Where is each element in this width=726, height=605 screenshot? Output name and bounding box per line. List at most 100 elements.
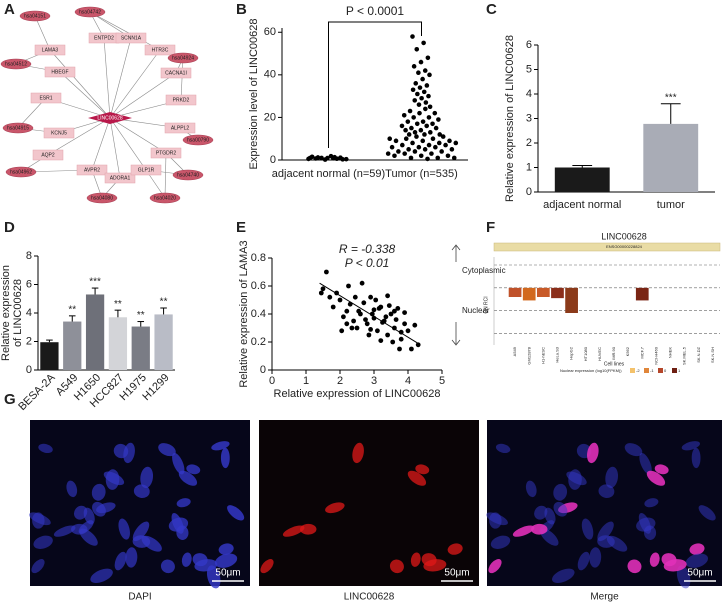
bar: [554, 167, 610, 192]
pathway-node: [167, 52, 199, 64]
arrow-down: [451, 322, 461, 346]
node-label: hsa00790: [187, 137, 209, 143]
gene-node: [34, 44, 66, 56]
nucleus: [31, 559, 45, 574]
nucleus: [689, 543, 705, 555]
gene-node: [32, 149, 64, 161]
data-point: [341, 314, 346, 320]
data-point: [371, 307, 377, 313]
scale-label: 50μm: [687, 568, 712, 579]
f-title: LINC00628: [601, 231, 647, 241]
nucleus: [66, 480, 78, 498]
nucleus: [691, 447, 701, 469]
data-point: [447, 138, 452, 144]
data-point: [319, 155, 324, 161]
nucleus: [282, 525, 305, 537]
gene-node: [144, 44, 176, 56]
nucleus: [71, 523, 88, 535]
bar: [131, 326, 150, 370]
gene-node: [104, 172, 136, 184]
x-tick-label: GM12878: [526, 346, 531, 364]
nucleus: [186, 464, 201, 475]
x-tick-label: adjacent normal: [543, 199, 621, 211]
nucleus: [490, 535, 511, 549]
legend-swatch: [672, 368, 677, 373]
data-point: [408, 155, 414, 161]
data-point: [388, 311, 394, 317]
nucleus: [160, 559, 175, 574]
data-point: [411, 64, 417, 69]
node-label: hsa04915: [7, 125, 29, 131]
data-point: [406, 132, 412, 137]
x-tick-label: 3: [371, 375, 377, 387]
nucleus: [133, 484, 150, 498]
network-edge: [109, 72, 177, 119]
data-point: [417, 110, 422, 116]
legend-tick: 0: [664, 368, 667, 373]
nucleus: [676, 565, 691, 589]
data-point: [356, 308, 362, 314]
legend-tick: 1: [678, 368, 681, 373]
nucleus: [178, 470, 198, 486]
significance: **: [114, 299, 122, 310]
legend-title: Nuclear expression (log10(FPKM)): [560, 368, 622, 373]
data-point: [330, 304, 336, 310]
data-point: [373, 297, 379, 303]
data-point: [430, 136, 436, 142]
data-point: [403, 136, 409, 142]
network-edge: [109, 37, 132, 119]
x-tick-label: H1-hESC: [540, 347, 545, 364]
nucleus: [407, 470, 427, 486]
data-point: [414, 121, 420, 127]
significance: ***: [665, 92, 677, 103]
data-point: [337, 297, 343, 303]
data-point: [415, 91, 420, 97]
data-point: [427, 72, 432, 78]
nucleus: [627, 559, 642, 574]
data-point: [422, 68, 428, 73]
network-edge: [109, 49, 161, 119]
scale-label: 50μm: [215, 568, 240, 579]
nucleus: [644, 498, 659, 508]
data-point: [375, 328, 380, 334]
node-label: HBEGF: [51, 69, 68, 75]
nucleus: [495, 443, 511, 453]
data-point: [418, 59, 424, 65]
y-tick-label: 0: [260, 364, 266, 376]
p-value: P < 0.0001: [346, 4, 404, 18]
nucleus: [552, 568, 575, 583]
node-label: hsa04962: [10, 169, 32, 175]
data-point: [402, 321, 407, 327]
nucleus: [132, 535, 151, 548]
nucleus: [352, 442, 364, 464]
nucleus: [90, 568, 113, 583]
data-point: [445, 153, 451, 159]
nucleus: [140, 466, 154, 489]
nucleus: [639, 453, 652, 475]
data-point: [418, 153, 424, 159]
gene-node: [165, 94, 197, 106]
data-point: [313, 156, 319, 161]
y-tick-label: 0.8: [251, 252, 266, 264]
x-axis-label: Relative expression of LINC00628: [274, 388, 441, 400]
significance: ***: [89, 277, 101, 288]
network-edge: [180, 57, 184, 101]
pathway-node: [19, 10, 51, 22]
data-point: [368, 327, 373, 332]
data-point: [417, 85, 423, 90]
data-point: [409, 125, 414, 131]
data-point: [416, 70, 421, 76]
data-point: [339, 328, 345, 334]
nucleus: [33, 535, 53, 549]
data-point: [422, 132, 427, 137]
nucleus: [581, 518, 594, 540]
network-edge: [109, 117, 147, 171]
data-point: [327, 294, 333, 300]
data-point: [385, 332, 390, 338]
data-point: [393, 138, 399, 144]
network-edge: [34, 15, 51, 51]
node-label: KCNJ5: [51, 130, 67, 136]
nucleus: [512, 525, 535, 537]
y-tick-label: 0: [26, 364, 32, 376]
